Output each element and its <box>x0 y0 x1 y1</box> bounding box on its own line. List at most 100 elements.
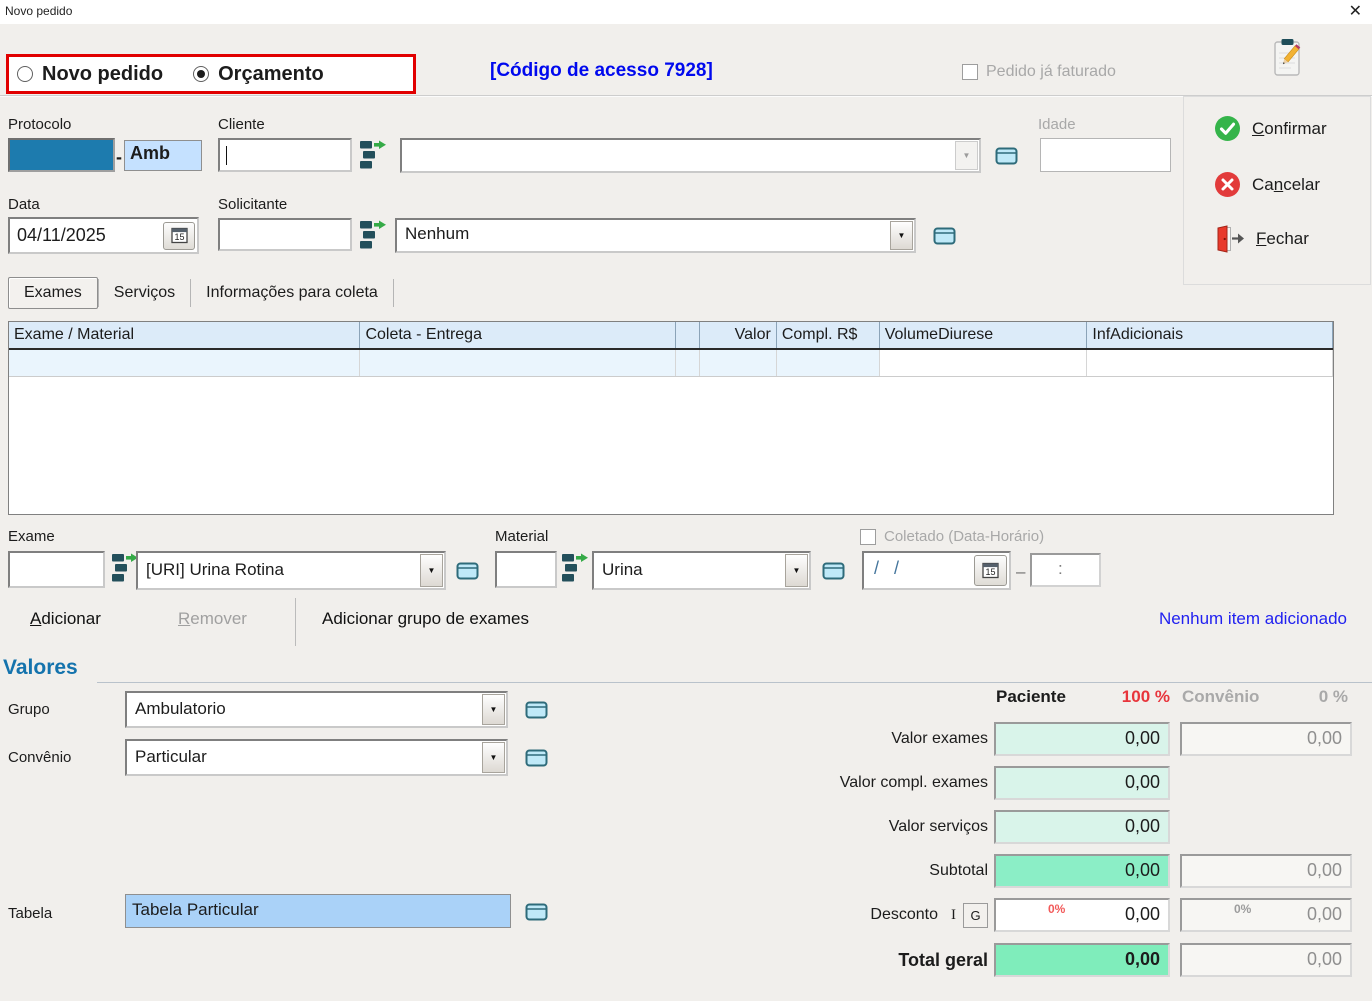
coletado-checkbox[interactable]: Coletado (Data-Horário) <box>860 528 1044 545</box>
data-calendar-button[interactable]: 15 <box>163 221 195 250</box>
adicionar-button[interactable]: Adicionar <box>30 609 101 628</box>
exame-code-input[interactable] <box>8 551 105 588</box>
adicionar-grupo-button[interactable]: Adicionar grupo de exames <box>322 609 529 628</box>
paciente-column-header: Paciente <box>996 687 1066 706</box>
coletado-calendar-button[interactable]: 15 <box>974 555 1007 586</box>
valor-servicos-label: Valor serviços <box>888 818 988 835</box>
valor-compl-exames-paciente: 0,00 <box>994 766 1170 800</box>
convenio-window-button[interactable] <box>525 749 548 767</box>
grupo-combobox[interactable]: Ambulatorio ▼ <box>125 691 508 728</box>
desconto-geral-button[interactable]: G <box>963 902 988 928</box>
coletado-date-field[interactable]: / / 15 <box>862 551 1011 590</box>
material-window-button[interactable] <box>822 562 845 580</box>
empty-cell <box>360 350 676 376</box>
solicitante-window-button[interactable] <box>933 227 956 245</box>
col-compl-rs[interactable]: Compl. R$ <box>777 322 880 348</box>
valores-section-line <box>97 682 1372 683</box>
table-empty-row[interactable] <box>9 350 1333 377</box>
subtotal-paciente: 0,00 <box>994 854 1170 888</box>
radio-selected-icon[interactable] <box>193 66 210 82</box>
solicitante-dropdown-arrow-icon[interactable]: ▼ <box>890 221 913 250</box>
row-subtotal: Subtotal 0,00 0,00 <box>790 854 1356 888</box>
radio-orcamento[interactable]: Orçamento <box>193 63 324 86</box>
desconto-individual-toggle[interactable]: I <box>951 906 956 923</box>
valor-exames-label: Valor exames <box>891 730 988 747</box>
material-name-combobox[interactable]: Urina ▼ <box>592 551 811 590</box>
tabela-window-button[interactable] <box>525 903 548 921</box>
empty-cell <box>1087 350 1333 376</box>
desconto-convenio-percent: 0% <box>1234 902 1252 916</box>
desconto-paciente-percent: 0% <box>1048 902 1066 916</box>
valor-exames-paciente: 0,00 <box>994 722 1170 756</box>
solicitante-lookup-icon[interactable] <box>360 220 387 249</box>
coletado-time-field[interactable]: : <box>1030 553 1101 587</box>
remover-button[interactable]: Remover <box>178 609 247 628</box>
protocolo-input[interactable] <box>8 138 115 172</box>
grupo-dropdown-arrow-icon[interactable]: ▼ <box>482 694 505 725</box>
tab-servicos[interactable]: Serviços <box>97 279 190 307</box>
col-coleta-entrega[interactable]: Coleta - Entrega <box>360 322 676 348</box>
checkbox-icon[interactable] <box>860 528 876 545</box>
cliente-window-button[interactable] <box>995 147 1018 165</box>
convenio-combobox[interactable]: Particular ▼ <box>125 739 508 776</box>
close-icon[interactable]: ✕ <box>1348 3 1362 20</box>
convenio-label: Convênio <box>8 749 72 766</box>
confirmar-button[interactable]: Confirmar <box>1214 115 1327 142</box>
exame-name-combobox[interactable]: [URI] Urina Rotina ▼ <box>136 551 446 590</box>
protocolo-unit-field[interactable]: Amb <box>124 140 202 171</box>
button-divider <box>295 598 296 646</box>
solicitante-combobox[interactable]: Nenhum ▼ <box>395 218 916 253</box>
col-spacer[interactable] <box>676 322 700 348</box>
convenio-percent: 0 % <box>1318 687 1348 706</box>
material-code-input[interactable] <box>495 551 557 588</box>
exame-window-button[interactable] <box>456 562 479 580</box>
item-status-message: Nenhum item adicionado <box>1158 609 1347 628</box>
tab-informacoes-coleta[interactable]: Informações para coleta <box>190 279 394 307</box>
pedido-faturado-label: Pedido já faturado <box>986 63 1116 80</box>
pedido-faturado-checkbox[interactable]: Pedido já faturado <box>962 63 1116 81</box>
text-cursor <box>226 146 227 165</box>
total-geral-label: Total geral <box>898 950 988 970</box>
grupo-window-button[interactable] <box>525 701 548 719</box>
radio-circle-icon[interactable] <box>17 66 33 82</box>
exame-dropdown-arrow-icon[interactable]: ▼ <box>420 554 443 587</box>
desconto-convenio-field[interactable]: 0% 0,00 <box>1180 898 1352 932</box>
solicitante-code-input[interactable] <box>218 218 352 251</box>
cliente-code-input[interactable] <box>218 138 352 172</box>
fechar-button[interactable]: Fechar <box>1214 225 1309 253</box>
col-inf-adicionais[interactable]: InfAdicionais <box>1087 322 1334 348</box>
desconto-label-group: Desconto I G <box>790 898 988 932</box>
exames-table[interactable]: Exame / Material Coleta - Entrega Valor … <box>8 321 1334 515</box>
valor-exames-convenio: 0,00 <box>1180 722 1352 756</box>
date-time-separator: – <box>1016 562 1026 581</box>
desconto-paciente-field[interactable]: 0% 0,00 <box>994 898 1170 932</box>
data-field[interactable]: 04/11/2025 15 <box>8 217 199 254</box>
checkbox-icon[interactable] <box>962 64 978 80</box>
tab-exames[interactable]: Exames <box>8 277 98 309</box>
grupo-label: Grupo <box>8 701 50 718</box>
col-valor[interactable]: Valor <box>700 322 777 348</box>
cliente-dropdown-arrow-icon[interactable]: ▼ <box>955 141 978 170</box>
cliente-name-combobox[interactable]: ▼ <box>400 138 981 173</box>
col-exame-material[interactable]: Exame / Material <box>9 322 361 348</box>
protocolo-label: Protocolo <box>8 116 72 133</box>
calendar-icon: 15 <box>982 562 999 579</box>
material-lookup-icon[interactable] <box>562 553 589 582</box>
col-volume-diurese[interactable]: VolumeDiurese <box>880 322 1088 348</box>
desconto-paciente-value: 0,00 <box>1124 904 1160 924</box>
idade-input[interactable] <box>1040 138 1171 172</box>
radio-novo-pedido[interactable]: Novo pedido <box>17 63 163 86</box>
calendar-icon: 15 <box>170 227 188 244</box>
material-dropdown-arrow-icon[interactable]: ▼ <box>785 554 808 587</box>
data-label: Data <box>8 196 40 213</box>
tabela-field[interactable]: Tabela Particular <box>125 894 511 928</box>
cliente-label: Cliente <box>218 116 265 133</box>
coletado-label: Coletado (Data-Horário) <box>884 528 1045 545</box>
cliente-lookup-icon[interactable] <box>360 140 387 169</box>
exame-lookup-icon[interactable] <box>112 553 139 582</box>
fechar-label: Fechar <box>1256 229 1309 248</box>
valores-section-title: Valores <box>3 656 78 679</box>
convenio-dropdown-arrow-icon[interactable]: ▼ <box>482 742 505 773</box>
cancelar-button[interactable]: Cancelar <box>1214 171 1320 198</box>
